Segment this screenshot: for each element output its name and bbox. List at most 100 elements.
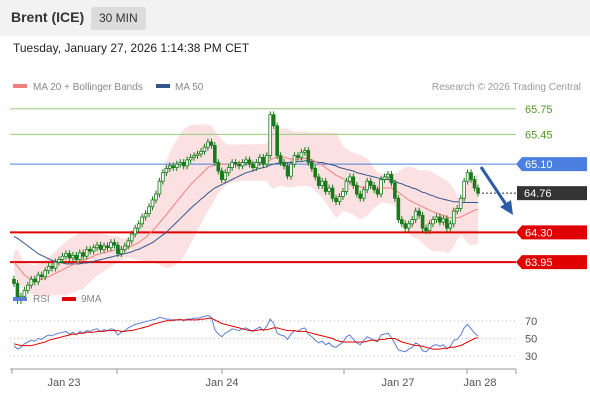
candle-body: [292, 155, 297, 165]
candle-body: [22, 289, 27, 297]
candle-body: [74, 254, 79, 261]
support-tag-63.95: [516, 255, 587, 270]
candle: [46, 263, 51, 275]
rsi-tick-50: 50: [525, 334, 537, 346]
candle: [77, 249, 82, 264]
candle-body: [46, 266, 51, 272]
candle-body: [247, 159, 252, 165]
candle: [355, 182, 359, 198]
candle-body: [320, 180, 324, 186]
candle: [431, 216, 435, 228]
candle-body: [327, 187, 331, 192]
candle-body: [230, 162, 234, 168]
candle-body: [102, 245, 106, 250]
candle-body: [268, 114, 273, 157]
candle: [344, 177, 349, 195]
candle: [462, 177, 466, 202]
candle: [410, 216, 415, 228]
candle: [285, 162, 290, 180]
candle-body: [109, 242, 113, 249]
candle-body: [67, 253, 72, 259]
candle: [292, 152, 297, 168]
candle: [123, 242, 127, 253]
candle: [64, 250, 68, 260]
candle-body: [410, 219, 415, 225]
candle: [413, 207, 418, 223]
resistance-label-65.45: 65.45: [525, 129, 553, 141]
x-tick-label: Jan 28: [463, 377, 496, 389]
candle-body: [32, 278, 37, 283]
candle: [427, 220, 432, 235]
resistance-label-65.75: 65.75: [525, 104, 553, 116]
candle-body: [403, 223, 408, 229]
candle: [32, 275, 37, 286]
candle-body: [445, 218, 449, 229]
candle-body: [178, 162, 183, 165]
candle: [12, 275, 16, 287]
candle: [348, 173, 352, 185]
candle-body: [434, 216, 439, 220]
candle: [438, 213, 442, 226]
ma50-legend-label: MA 50: [175, 82, 204, 93]
candle: [237, 160, 241, 170]
candle: [154, 190, 158, 204]
candle: [233, 159, 238, 168]
candle: [84, 245, 89, 260]
rsi-tick-70: 70: [525, 316, 537, 328]
candle-body: [282, 162, 286, 167]
candle-body: [299, 151, 304, 158]
timeframe-button[interactable]: 30 MIN: [91, 7, 146, 30]
datetime-label: Tuesday, January 27, 2026 1:14:38 PM CET: [13, 41, 250, 55]
candle: [91, 244, 96, 255]
candle: [434, 213, 439, 223]
candle-body: [209, 141, 214, 146]
candle: [230, 159, 234, 171]
pivot-tag-65.10: [516, 157, 587, 172]
candle-body: [157, 180, 162, 195]
candle-body: [57, 259, 61, 263]
candle: [358, 190, 363, 202]
candle: [168, 162, 172, 172]
candle-body: [462, 180, 466, 199]
candle-body: [174, 163, 179, 168]
candle: [36, 271, 41, 286]
candle-body: [400, 219, 404, 225]
candle-body: [465, 172, 470, 182]
candle-body: [168, 165, 172, 169]
candle: [264, 152, 269, 168]
candle-body: [88, 248, 92, 252]
candle-body: [43, 270, 47, 278]
candle-body: [233, 162, 238, 165]
candle: [95, 241, 99, 252]
candle-body: [77, 252, 82, 261]
candle-body: [188, 156, 193, 161]
candle: [244, 156, 248, 166]
candle-body: [206, 141, 210, 148]
candle-body: [105, 245, 110, 249]
candle-body: [348, 176, 352, 182]
candle-body: [316, 176, 321, 186]
candle: [161, 169, 165, 185]
candle-body: [431, 219, 435, 225]
candle-body: [98, 244, 103, 250]
candle: [341, 188, 345, 200]
candle: [372, 182, 376, 194]
rsi-ma-legend-label: 9MA: [81, 294, 102, 305]
candle: [188, 153, 193, 164]
candle-body: [379, 179, 383, 195]
candle: [330, 184, 335, 202]
current-price-tag: [517, 186, 587, 201]
candle-body: [219, 170, 224, 180]
candle-body: [278, 155, 283, 163]
rsi-line: [13, 314, 479, 353]
forecast-arrow: [479, 166, 513, 215]
candle-body: [285, 165, 290, 177]
candle: [26, 281, 30, 294]
ma20-legend-label: MA 20 + Bollinger Bands: [33, 82, 143, 93]
candle-body: [164, 168, 169, 174]
candle: [441, 215, 446, 226]
candle: [226, 164, 231, 177]
candle-body: [469, 172, 473, 180]
candle-body: [199, 150, 203, 155]
candle: [29, 275, 34, 289]
